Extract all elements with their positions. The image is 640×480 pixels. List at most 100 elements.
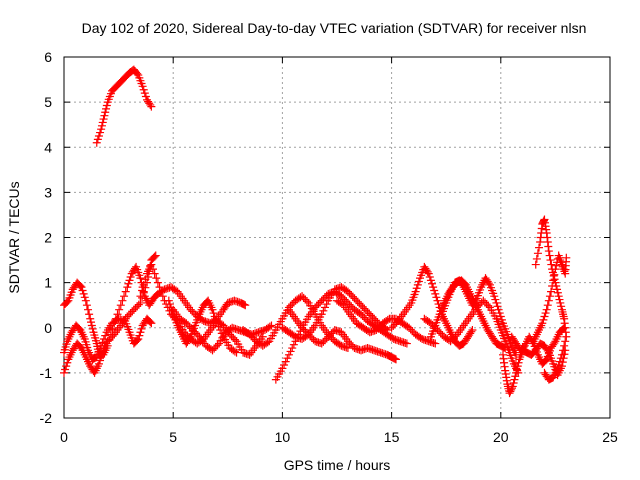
data-point xyxy=(550,270,559,279)
data-point xyxy=(125,276,134,285)
data-point xyxy=(317,339,326,348)
data-point xyxy=(547,260,556,269)
data-point xyxy=(152,274,161,283)
data-point xyxy=(211,342,220,351)
data-point xyxy=(389,322,398,331)
x-tick-label: 20 xyxy=(493,429,509,445)
data-point xyxy=(286,347,295,356)
data-point xyxy=(544,247,553,256)
x-tick-label: 25 xyxy=(602,429,618,445)
data-point xyxy=(116,301,125,310)
data-point xyxy=(187,324,196,333)
y-tick-label: 0 xyxy=(44,320,52,336)
series-arc-o xyxy=(420,296,523,377)
data-point xyxy=(559,324,568,333)
data-point xyxy=(80,293,89,302)
data-point xyxy=(98,118,107,127)
data-point xyxy=(358,302,367,311)
y-tick-label: 6 xyxy=(44,49,52,65)
data-point xyxy=(108,332,117,341)
data-point xyxy=(136,298,145,307)
data-point xyxy=(497,315,506,324)
data-point xyxy=(92,138,101,147)
data-point xyxy=(360,304,369,313)
data-point xyxy=(539,315,548,324)
data-point xyxy=(141,92,150,101)
data-point xyxy=(412,284,421,293)
data-point xyxy=(284,350,293,359)
data-point xyxy=(352,296,361,305)
data-point xyxy=(189,309,198,318)
data-point xyxy=(106,333,115,342)
data-point xyxy=(188,307,197,316)
data-point xyxy=(147,319,156,328)
data-point xyxy=(493,302,502,311)
data-point xyxy=(322,334,331,343)
data-point xyxy=(85,310,94,319)
data-point xyxy=(468,326,477,335)
data-point xyxy=(551,265,560,274)
data-point xyxy=(289,340,298,349)
data-point xyxy=(185,334,194,343)
data-point xyxy=(100,111,109,120)
data-point xyxy=(471,296,480,305)
data-point xyxy=(84,305,93,314)
data-points xyxy=(60,65,571,398)
data-point xyxy=(151,251,160,260)
data-point xyxy=(317,310,326,319)
data-point xyxy=(103,337,112,346)
data-point xyxy=(347,302,356,311)
data-point xyxy=(87,318,96,327)
data-point xyxy=(105,335,114,344)
data-point xyxy=(141,275,150,284)
data-point xyxy=(283,354,292,363)
data-point xyxy=(78,286,87,295)
data-point xyxy=(549,276,558,285)
data-point xyxy=(430,322,439,331)
data-point xyxy=(339,293,348,302)
data-point xyxy=(304,330,313,339)
data-point xyxy=(555,357,564,366)
data-point xyxy=(512,368,521,377)
data-point xyxy=(388,333,397,342)
data-point xyxy=(435,327,444,336)
data-point xyxy=(192,329,201,338)
data-point xyxy=(414,277,423,286)
data-point xyxy=(361,306,370,315)
data-point xyxy=(484,279,493,288)
data-point xyxy=(416,333,425,342)
data-point xyxy=(146,100,155,109)
data-point xyxy=(139,85,148,94)
data-point xyxy=(429,283,438,292)
data-point xyxy=(528,337,537,346)
data-point xyxy=(241,301,250,310)
data-point xyxy=(431,324,440,333)
data-point xyxy=(183,320,192,329)
data-point xyxy=(188,326,197,335)
data-point xyxy=(171,286,180,295)
data-point xyxy=(560,341,569,350)
data-point xyxy=(214,322,223,331)
data-point xyxy=(136,328,145,337)
data-point xyxy=(343,337,352,346)
data-point xyxy=(213,341,222,350)
y-tick-label: 2 xyxy=(44,230,52,246)
y-tick-label: 4 xyxy=(44,139,52,155)
data-point xyxy=(372,326,381,335)
data-point xyxy=(479,296,488,305)
data-point xyxy=(190,327,199,336)
data-point xyxy=(509,379,518,388)
x-axis-label: GPS time / hours xyxy=(284,457,391,473)
data-point xyxy=(115,305,124,314)
data-point xyxy=(546,256,555,265)
data-point xyxy=(557,350,566,359)
data-point xyxy=(358,311,367,320)
data-point xyxy=(324,332,333,341)
data-point xyxy=(556,354,565,363)
data-point xyxy=(118,296,127,305)
data-point xyxy=(357,310,366,319)
data-point xyxy=(428,279,437,288)
data-point xyxy=(133,69,142,78)
series-arc-s xyxy=(507,323,569,368)
data-point xyxy=(387,323,396,332)
